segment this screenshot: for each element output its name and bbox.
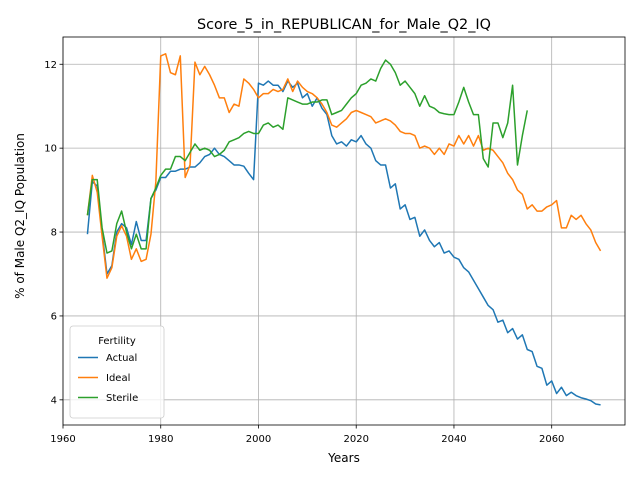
y-tick-label: 8 <box>51 228 57 239</box>
legend: Fertility Actual Ideal Sterile <box>69 325 165 419</box>
x-axis-label: Years <box>327 451 360 465</box>
y-axis-label: % of Male Q2_IQ Population <box>13 133 27 299</box>
legend-box <box>69 325 165 419</box>
y-tick-label: 6 <box>51 311 57 322</box>
x-tick-label: 2020 <box>343 434 368 445</box>
axes-frame <box>62 36 626 426</box>
series-line-actual <box>86 80 601 406</box>
legend-title: Fertility <box>98 336 136 347</box>
x-tick-label: 1980 <box>148 434 173 445</box>
y-tick-label: 10 <box>44 144 57 155</box>
grid <box>62 37 625 425</box>
legend-entry-actual: Actual <box>106 353 137 364</box>
x-tick-label: 2000 <box>246 434 271 445</box>
chart-title: Score_5_in_REPUBLICAN_for_Male_Q2_IQ <box>197 17 491 33</box>
series-line-sterile <box>86 59 528 254</box>
series-line-ideal <box>86 53 602 279</box>
legend-entry-sterile: Sterile <box>106 393 138 404</box>
y-tick-label: 12 <box>44 60 57 71</box>
tick-labels: 1960 1980 2000 2020 2040 2060 4 6 8 10 12 <box>44 60 564 445</box>
x-tick-label: 1960 <box>50 434 75 445</box>
y-tick-label: 4 <box>51 395 57 406</box>
axes <box>59 36 626 429</box>
legend-entry-ideal: Ideal <box>106 373 130 384</box>
x-tick-label: 2040 <box>441 434 466 445</box>
series-lines <box>86 53 602 406</box>
x-tick-label: 2060 <box>539 434 564 445</box>
